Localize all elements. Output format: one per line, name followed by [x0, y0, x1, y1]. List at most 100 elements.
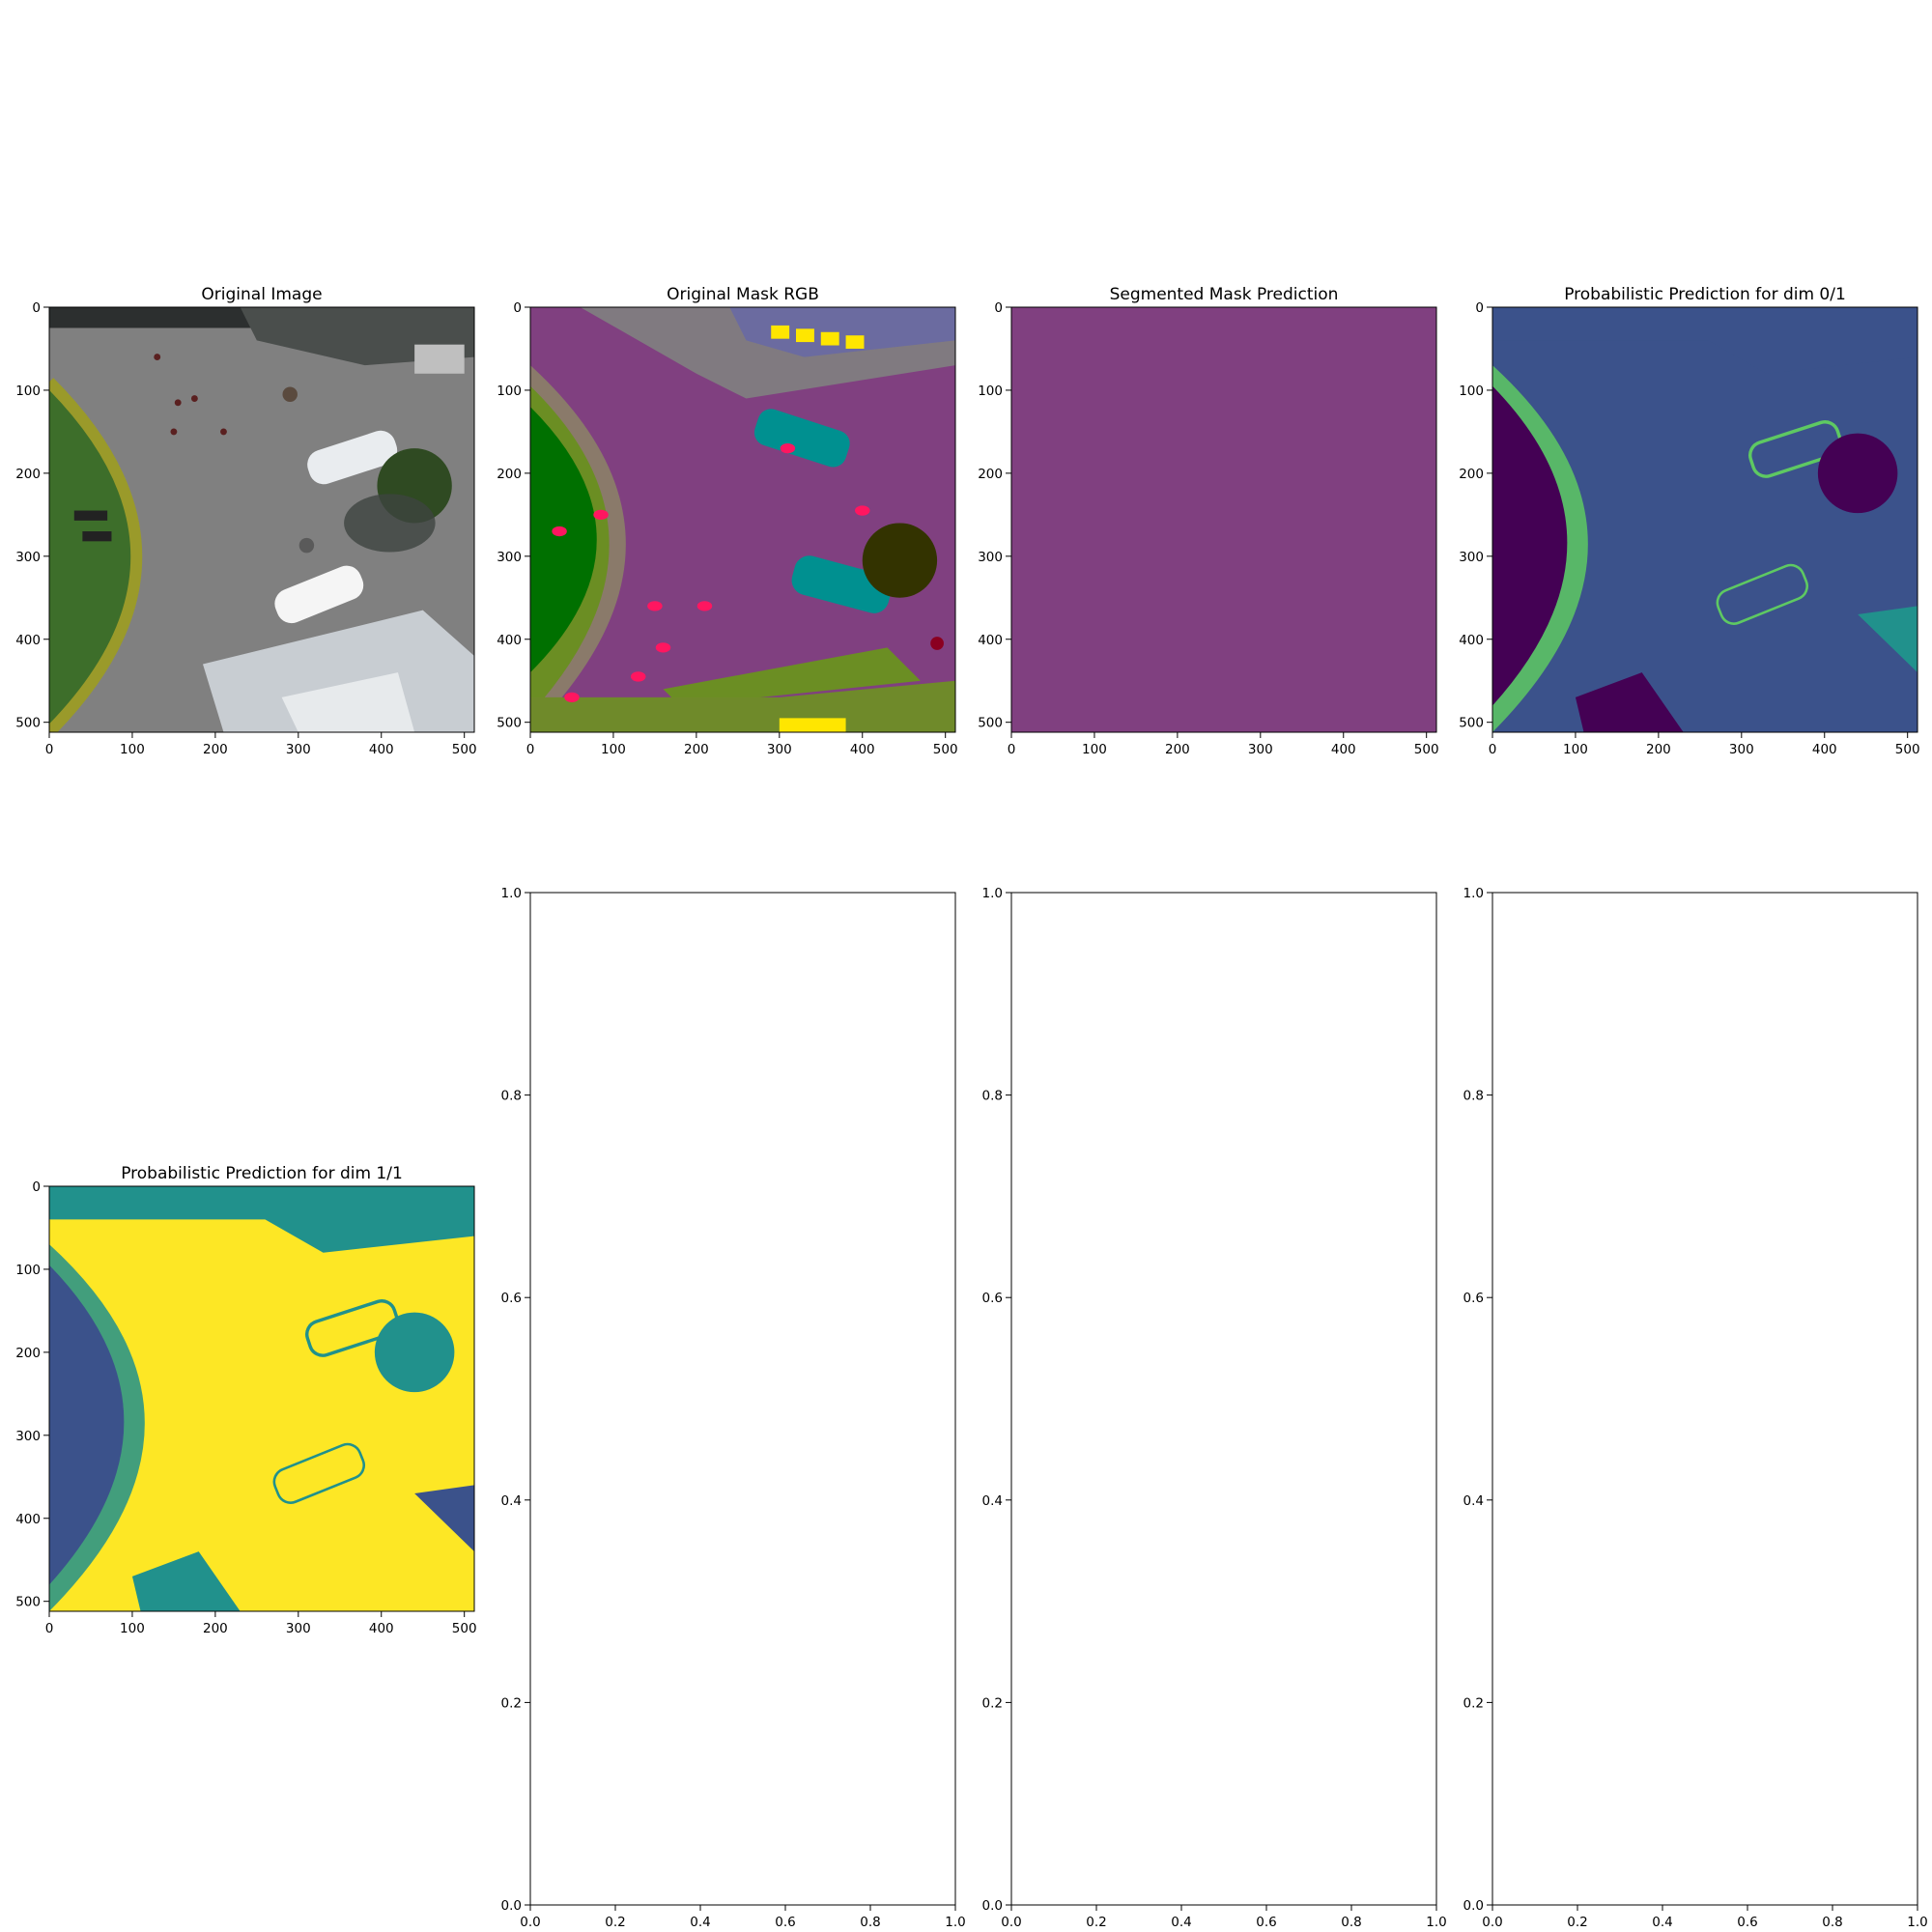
car-white-bottom [274, 565, 364, 624]
mask-person [780, 442, 796, 454]
mask-car [753, 409, 850, 468]
x-tick-label: 0.6 [775, 1915, 795, 1930]
mask-person [564, 692, 580, 703]
y-tick-label: 300 [1459, 550, 1484, 565]
building-bottom [202, 610, 474, 732]
y-tick-label: 0.2 [1463, 1695, 1484, 1711]
x-tick-label: 400 [1331, 742, 1356, 757]
y-tick-label: 200 [978, 467, 1003, 482]
mask-person [593, 509, 609, 520]
x-tick-label: 1.0 [1426, 1915, 1446, 1930]
y-tick-label: 0.0 [982, 1898, 1003, 1914]
mask-tree [862, 523, 938, 598]
prob-grass [1492, 385, 1568, 706]
mask-vegetation [663, 647, 921, 706]
y-tick-label: 0.2 [501, 1695, 522, 1711]
prob-tree [1817, 433, 1898, 514]
panel-content [49, 307, 474, 732]
x-tick-label: 500 [1414, 742, 1439, 757]
person [220, 428, 227, 436]
mask-person [696, 601, 713, 611]
x-tick-label: 300 [1248, 742, 1273, 757]
x-tick-label: 400 [1812, 742, 1837, 757]
panel-3: Segmented Mask Prediction 0 100 200 300 400 50… [978, 285, 1438, 757]
prob-car [272, 1442, 366, 1504]
x-tick-label: 500 [452, 1621, 477, 1636]
y-tick-label: 1.0 [982, 886, 1003, 901]
x-tick-label: 400 [850, 742, 875, 757]
axes-frame [529, 306, 956, 733]
mask-person [655, 642, 671, 653]
y-tick-label: 0.6 [1463, 1291, 1484, 1306]
x-tick-label: 0 [45, 1621, 54, 1636]
x-tick-label: 0.6 [1256, 1915, 1276, 1930]
axes-frame [529, 892, 956, 1906]
x-tick-label: 200 [1165, 742, 1190, 757]
prob-grass [49, 1264, 125, 1585]
mask-person [855, 505, 870, 516]
manhole [298, 537, 315, 554]
prob-car [1716, 563, 1809, 625]
y-tick-label: 100 [497, 384, 522, 399]
panel-content [530, 307, 955, 732]
mask-window [796, 328, 814, 343]
x-tick-label: 300 [767, 742, 792, 757]
x-tick-label: 300 [1729, 742, 1754, 757]
y-tick-label: 0.0 [1463, 1898, 1484, 1914]
x-tick-label: 200 [203, 742, 228, 757]
y-tick-label: 500 [15, 1595, 41, 1610]
x-tick-label: 200 [684, 742, 709, 757]
x-tick-label: 100 [120, 742, 145, 757]
y-tick-label: 500 [1459, 716, 1484, 731]
y-tick-label: 0.6 [501, 1291, 522, 1306]
mask-roof [729, 307, 955, 357]
x-tick-label: 100 [601, 742, 626, 757]
prob-buildings [49, 1186, 474, 1253]
y-tick-label: 200 [15, 467, 41, 482]
prob-building [414, 1485, 474, 1552]
x-tick-label: 0.2 [605, 1915, 625, 1930]
y-tick-label: 400 [497, 633, 522, 648]
panel-title: Probabilistic Prediction for dim 0/1 [1564, 285, 1846, 304]
person [154, 354, 161, 360]
prob-building [1858, 606, 1918, 673]
x-tick-label: 0.6 [1737, 1915, 1757, 1930]
bench [73, 510, 108, 521]
x-tick-label: 1.0 [1907, 1915, 1927, 1930]
prob-car [1748, 420, 1843, 478]
axes-frame [1010, 892, 1437, 1906]
mask-window [845, 335, 865, 349]
y-tick-label: 1.0 [1463, 886, 1484, 901]
y-tick-label: 0.2 [982, 1695, 1003, 1711]
y-tick-label: 100 [15, 384, 41, 399]
x-tick-label: 100 [120, 1621, 145, 1636]
x-tick-label: 300 [286, 1621, 311, 1636]
prob-tree [374, 1312, 455, 1393]
x-tick-label: 1.0 [945, 1915, 965, 1930]
y-tick-label: 0 [1475, 300, 1484, 316]
y-tick-label: 0.8 [501, 1089, 522, 1104]
x-tick-label: 0 [1008, 742, 1016, 757]
panel-content [49, 1186, 474, 1611]
y-tick-label: 0.6 [982, 1291, 1003, 1306]
mask-window [779, 718, 846, 732]
y-tick-label: 400 [978, 633, 1003, 648]
x-tick-label: 0.8 [860, 1915, 880, 1930]
panel-title: Segmented Mask Prediction [1110, 285, 1339, 304]
x-tick-label: 0.0 [1482, 1915, 1502, 1930]
y-tick-label: 0 [32, 300, 41, 316]
panel-title: Probabilistic Prediction for dim 1/1 [121, 1164, 403, 1183]
prob-buildings [1492, 307, 1918, 374]
y-tick-label: 400 [15, 633, 41, 648]
prob-car [305, 1299, 400, 1357]
mask-car [791, 555, 892, 613]
x-tick-label: 500 [1895, 742, 1920, 757]
x-tick-label: 100 [1563, 742, 1588, 757]
manhole [282, 386, 298, 402]
mask-person [630, 671, 646, 682]
roof-panels [281, 672, 415, 732]
y-tick-label: 400 [15, 1512, 41, 1527]
panel-content [1492, 307, 1918, 732]
y-tick-label: 0 [994, 300, 1003, 316]
